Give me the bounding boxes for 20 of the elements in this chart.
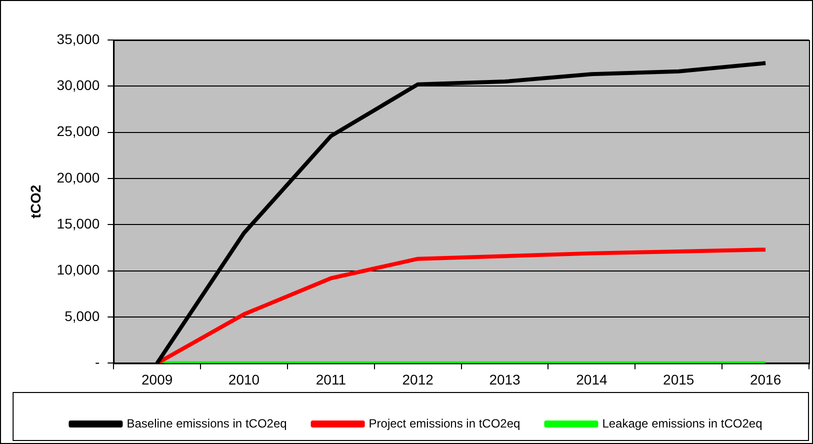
x-tick-label: 2013 <box>489 371 521 388</box>
legend-label: Leakage emissions in tCO2eq <box>602 416 762 430</box>
y-tick-label: 25,000 <box>56 123 100 140</box>
x-tick-label: 2011 <box>316 371 346 388</box>
x-tick-label: 2012 <box>402 371 434 388</box>
legend-label: Baseline emissions in tCO2eq <box>126 416 287 430</box>
y-tick-label: - <box>94 354 100 370</box>
legend-label: Project emissions in tCO2eq <box>368 416 520 430</box>
x-tick-label: 2010 <box>228 371 260 388</box>
x-tick-label: 2016 <box>750 371 782 388</box>
y-tick-label: 15,000 <box>56 216 100 232</box>
y-tick-label: 10,000 <box>56 262 100 278</box>
x-tick-label: 2014 <box>576 371 608 388</box>
x-tick-label: 2009 <box>142 371 173 388</box>
y-tick-label: 20,000 <box>56 169 100 186</box>
y-axis-title: tCO2 <box>27 184 44 218</box>
y-tick-label: 30,000 <box>56 77 100 94</box>
x-tick-label: 2015 <box>663 371 694 388</box>
y-tick-label: 35,000 <box>56 30 100 47</box>
y-tick-label: 5,000 <box>64 308 100 324</box>
